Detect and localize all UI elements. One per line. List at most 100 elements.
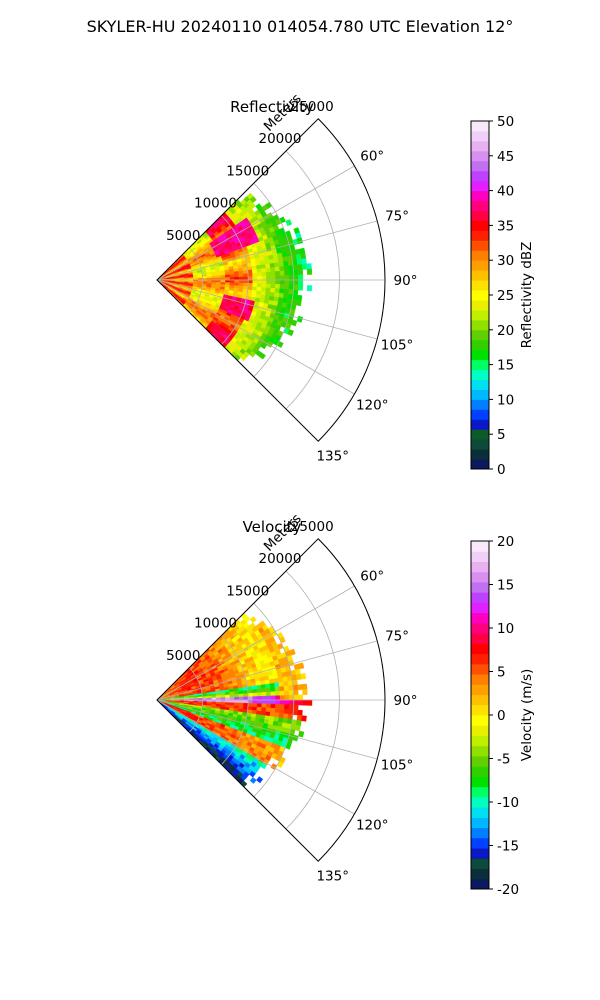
radar-cell: [294, 724, 301, 732]
radar-cell: [288, 694, 295, 701]
radar-cell: [233, 691, 240, 695]
colorbar: 0 5 10 15 20 25 30 35 40 45 50 Reflectivity dBZ: [470, 114, 535, 478]
radar-cell: [266, 695, 272, 701]
radar-cell: [247, 283, 253, 288]
radar-cell: [261, 268, 267, 273]
theta-tick-label: 120°: [356, 817, 389, 833]
radar-cell: [220, 694, 226, 698]
radar-cell: [238, 273, 244, 278]
radar-cell: [279, 695, 285, 701]
colorbar-swatch: [471, 755, 489, 767]
radar-cell: [260, 342, 268, 350]
radar-cell: [240, 354, 247, 362]
radar-cell: [233, 271, 240, 275]
radar-cell: [261, 283, 267, 289]
radar-cell: [261, 271, 267, 277]
colorbar-swatch: [471, 868, 489, 880]
radar-cell: [261, 703, 267, 709]
radar-cell: [274, 266, 281, 272]
radar-cell: [234, 696, 240, 701]
range-tick-label: 5000: [166, 228, 200, 244]
radar-cell: [275, 704, 281, 709]
radar-cell: [238, 696, 244, 701]
radar-cell: [306, 268, 313, 275]
colorbar-swatch: [471, 858, 489, 870]
colorbar-swatch: [471, 459, 489, 470]
radar-cell: [275, 284, 281, 289]
colorbar-tick-label: 10: [497, 392, 514, 408]
radar-cell: [260, 684, 267, 690]
radar-cell: [288, 279, 295, 286]
colorbar-tick-label: 35: [497, 218, 514, 234]
colorbar-swatch: [471, 439, 489, 450]
radar-cell: [289, 648, 296, 656]
radar-cell: [256, 268, 262, 274]
radar-cell: [247, 703, 253, 708]
radar-cell: [301, 715, 307, 722]
range-tick-label: 20000: [258, 131, 301, 147]
radar-cell: [270, 699, 276, 705]
colorbar-swatch: [471, 674, 489, 685]
velocity-panel: 60° 75° 90° 105° 120° 135° 5000 10000 15000 20000…: [156, 511, 535, 898]
radar-cell: [229, 699, 235, 703]
radar-cell: [256, 688, 262, 694]
colorbar-tick-label: 40: [497, 184, 514, 200]
radar-cell: [283, 713, 289, 720]
colorbar-swatch: [471, 878, 489, 890]
radar-cell: [265, 687, 271, 693]
radar-cell: [278, 681, 285, 688]
radar-cell: [252, 703, 258, 708]
theta-tick-label: 135°: [316, 869, 349, 885]
radar-cell: [238, 282, 244, 287]
colorbar-swatch: [471, 389, 489, 400]
radar-cell: [306, 285, 313, 292]
radar-cell: [261, 275, 267, 281]
radar-cell: [279, 708, 285, 714]
radar-cell: [283, 685, 290, 692]
radar-cell: [300, 673, 307, 680]
colorbar-tick-label: 5: [497, 427, 506, 443]
colorbar-swatch: [471, 210, 489, 221]
colorbar-swatch: [471, 130, 489, 142]
azimuth-gridline: [156, 279, 355, 395]
radar-cell: [306, 263, 312, 270]
radar-cell: [257, 276, 263, 281]
radar-cell: [269, 682, 276, 689]
colorbar-swatch: [471, 776, 489, 788]
range-tick-label: 15000: [226, 583, 269, 599]
colorbar-swatch: [471, 379, 489, 390]
radar-cell: [284, 695, 290, 701]
radar-cell: [293, 284, 299, 291]
colorbar-tick-label: 50: [497, 114, 514, 130]
colorbar-swatch: [471, 121, 489, 132]
radar-cell: [275, 271, 281, 276]
colorbar-swatch: [471, 339, 489, 351]
radar-cell: [293, 274, 299, 281]
colorbar-swatch: [471, 622, 489, 634]
colorbar-swatch: [471, 827, 489, 839]
radar-cell: [288, 270, 294, 276]
colorbar-tick-label: 15: [497, 578, 514, 594]
theta-tick-label: 105°: [381, 757, 414, 773]
azimuth-gridline: [156, 165, 355, 281]
colorbar-swatch: [471, 766, 489, 777]
radar-cell: [279, 704, 285, 710]
figure-suptitle: SKYLER-HU 20240110 014054.780 UTC Elevat…: [87, 17, 514, 36]
radar-cell: [274, 686, 281, 692]
radar-cell: [266, 699, 272, 705]
radar-cell: [270, 703, 276, 709]
radar-cell: [249, 350, 256, 358]
colorbar-swatch: [471, 817, 489, 829]
radar-cell: [265, 703, 272, 709]
theta-tick-label: 90°: [394, 693, 418, 709]
radar-cell: [297, 284, 304, 291]
range-tick-label: 10000: [194, 616, 237, 632]
colorbar-swatch: [471, 807, 489, 818]
radar-cell: [270, 279, 276, 285]
radar-cell: [274, 288, 281, 294]
colorbar-swatch: [471, 581, 489, 593]
radar-cell: [249, 616, 257, 624]
colorbar-swatch: [471, 571, 489, 583]
colorbar-swatch: [471, 449, 489, 460]
radar-cell: [285, 219, 293, 227]
